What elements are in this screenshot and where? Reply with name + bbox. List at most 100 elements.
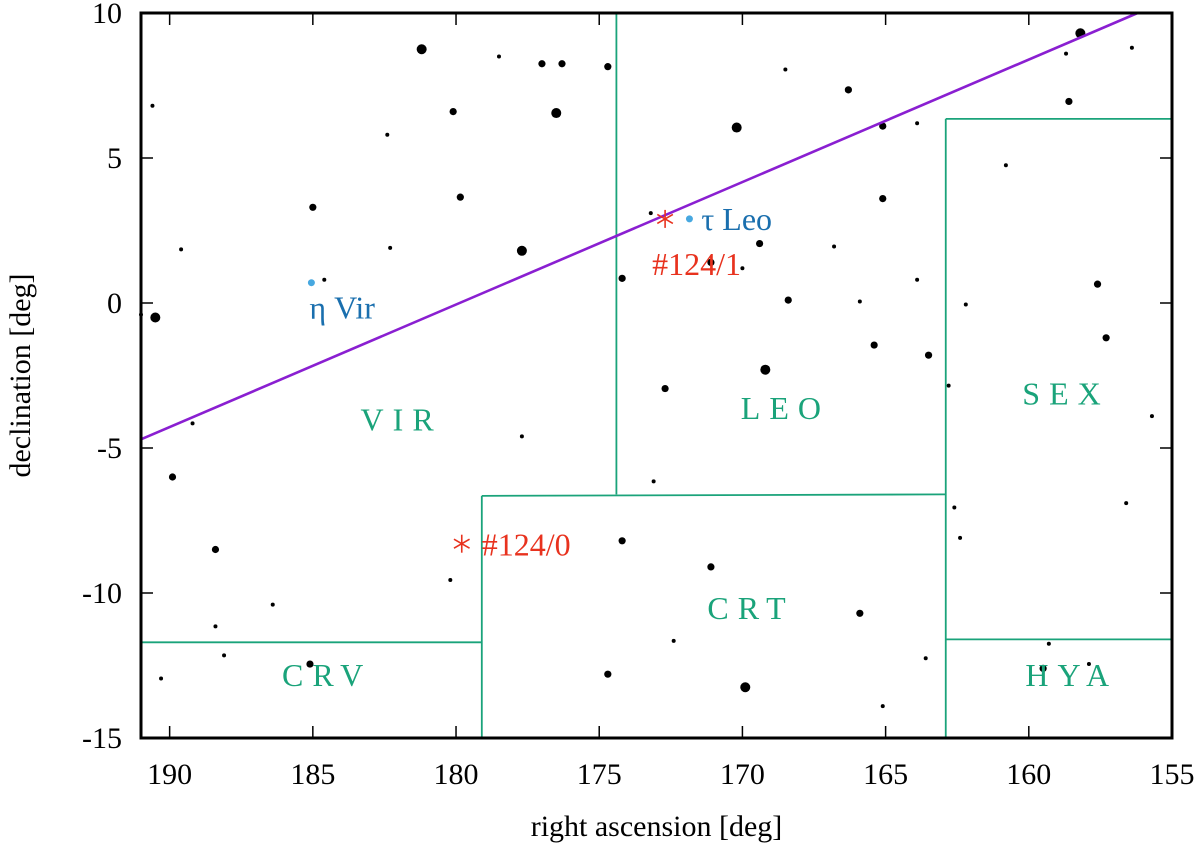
named-star-label: η Vir bbox=[309, 290, 375, 326]
constellation-labels: VIR LEO SEX CRT CRV HYA bbox=[282, 376, 1118, 693]
star-point bbox=[222, 653, 227, 658]
x-tick-label: 165 bbox=[863, 758, 908, 791]
star-point bbox=[456, 193, 464, 201]
star-point bbox=[159, 676, 164, 681]
star-point bbox=[879, 122, 887, 130]
star-point bbox=[963, 302, 968, 307]
constellation-label: CRV bbox=[282, 657, 372, 693]
x-tick-label: 190 bbox=[147, 758, 192, 791]
candidates-layer: #124/1 #124/0 bbox=[453, 209, 741, 563]
x-tick-label: 160 bbox=[1006, 758, 1051, 791]
plot-frame bbox=[139, 11, 1174, 740]
star-point bbox=[915, 277, 920, 282]
star-point bbox=[661, 384, 669, 393]
y-axis-title: declination [deg] bbox=[4, 273, 37, 477]
candidate-label: #124/1 bbox=[652, 246, 741, 282]
y-tick-label: 0 bbox=[107, 287, 122, 320]
star-point bbox=[648, 211, 653, 216]
x-axis-title: right ascension [deg] bbox=[531, 810, 783, 843]
star-point bbox=[309, 203, 317, 211]
star-point bbox=[1039, 664, 1047, 673]
star-point bbox=[924, 351, 933, 359]
star-point bbox=[651, 479, 656, 484]
star-point bbox=[879, 195, 887, 203]
star-point bbox=[1086, 662, 1091, 667]
constellation-boundaries bbox=[141, 13, 1172, 738]
candidate-marker bbox=[656, 209, 674, 228]
star-point bbox=[538, 60, 546, 68]
star-point bbox=[322, 277, 327, 282]
star-point bbox=[1149, 414, 1154, 419]
named-star-point bbox=[685, 215, 693, 223]
star-point bbox=[618, 274, 626, 282]
star-point bbox=[558, 60, 566, 68]
star-point bbox=[1093, 280, 1102, 288]
star-point bbox=[516, 245, 527, 256]
star-point bbox=[179, 247, 184, 252]
star-point bbox=[707, 563, 715, 571]
star-point bbox=[388, 245, 393, 250]
star-point bbox=[958, 535, 963, 540]
star-point bbox=[1124, 501, 1129, 506]
star-point bbox=[671, 638, 676, 643]
stars-layer bbox=[139, 28, 1154, 709]
candidate-label: #124/0 bbox=[482, 527, 571, 563]
named-star-point bbox=[307, 279, 315, 287]
x-tick-label: 170 bbox=[720, 758, 765, 791]
star-point bbox=[1003, 163, 1008, 168]
star-point bbox=[449, 108, 457, 116]
x-tick-label: 175 bbox=[577, 758, 622, 791]
star-point bbox=[150, 103, 155, 108]
star-point bbox=[857, 299, 862, 304]
star-point bbox=[270, 602, 275, 607]
star-point bbox=[844, 86, 852, 94]
star-point bbox=[740, 682, 751, 693]
constellation-label: CRT bbox=[707, 590, 794, 626]
candidate-marker bbox=[453, 534, 470, 553]
constellation-label: VIR bbox=[361, 402, 443, 438]
star-point bbox=[756, 239, 764, 248]
star-point bbox=[760, 364, 771, 375]
star-point bbox=[1046, 641, 1051, 646]
star-point bbox=[551, 108, 562, 119]
star-point bbox=[519, 434, 524, 439]
y-tick-label: 5 bbox=[107, 142, 122, 175]
star-point bbox=[923, 656, 928, 661]
star-point bbox=[496, 54, 501, 59]
y-tick-label: 10 bbox=[92, 0, 122, 30]
constellation-label: HYA bbox=[1025, 657, 1118, 693]
named-star-label: τ Leo bbox=[701, 201, 772, 237]
star-point bbox=[832, 244, 837, 249]
boundary-segment bbox=[481, 493, 946, 497]
star-point bbox=[952, 505, 957, 510]
star-point bbox=[946, 383, 951, 388]
named-stars-layer: τ Leo η Vir bbox=[307, 201, 772, 326]
star-point bbox=[604, 670, 612, 678]
star-point bbox=[1065, 97, 1073, 106]
star-point bbox=[448, 577, 453, 582]
star-point bbox=[211, 545, 220, 554]
star-point bbox=[783, 67, 788, 72]
x-tick-label: 185 bbox=[290, 758, 335, 791]
star-point bbox=[416, 44, 427, 55]
star-point bbox=[385, 132, 390, 137]
y-tick-label: -10 bbox=[82, 577, 122, 610]
star-point bbox=[784, 296, 792, 304]
star-point bbox=[870, 341, 878, 349]
axis-ticks: 190 185 180 175 170 165 160 155 10 5 0 -5 -10 -15 bbox=[82, 0, 1195, 791]
ecliptic-line bbox=[140, 11, 1139, 441]
star-point bbox=[168, 473, 177, 481]
star-point bbox=[915, 121, 920, 126]
x-tick-label: 180 bbox=[434, 758, 479, 791]
star-point bbox=[740, 266, 745, 271]
star-point bbox=[880, 704, 885, 709]
star-point bbox=[856, 609, 864, 617]
star-point bbox=[1129, 45, 1134, 50]
star-point bbox=[731, 122, 742, 133]
star-point bbox=[1102, 334, 1110, 342]
x-tick-label: 155 bbox=[1150, 758, 1195, 791]
star-point bbox=[604, 63, 612, 71]
y-tick-label: -5 bbox=[97, 432, 122, 465]
constellation-label: SEX bbox=[1022, 376, 1109, 412]
